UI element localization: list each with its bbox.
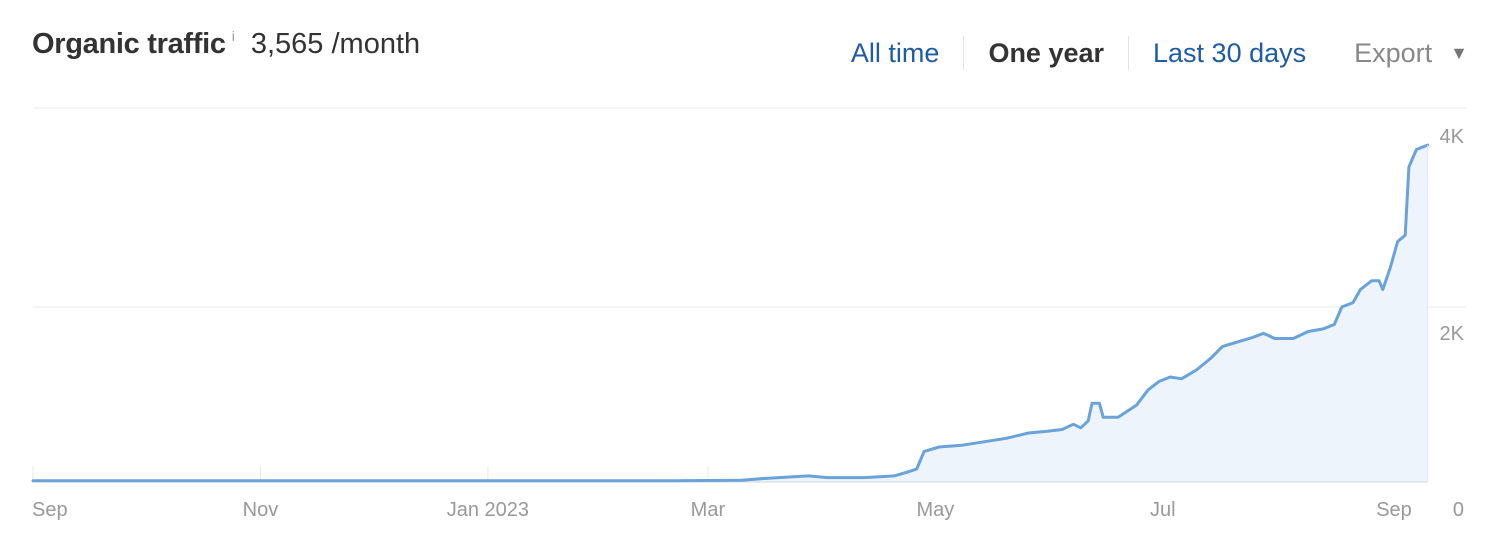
range-all-time[interactable]: All time bbox=[850, 37, 940, 68]
y-tick-label-0: 0 bbox=[1453, 499, 1464, 521]
export-button[interactable]: Export ▼ bbox=[1330, 38, 1468, 69]
export-label: Export bbox=[1354, 37, 1433, 68]
range-last-30-days[interactable]: Last 30 days bbox=[1153, 37, 1307, 68]
x-tick-label-6: Sep bbox=[1376, 499, 1412, 521]
divider bbox=[963, 36, 965, 70]
x-tick-label-0: Sep bbox=[32, 499, 68, 521]
x-tick-label-5: Jul bbox=[1150, 499, 1176, 521]
chart-title: Organic traffic bbox=[32, 28, 226, 60]
y-tick-label-1: 2K bbox=[1440, 323, 1465, 345]
metric-number: 3,565 bbox=[250, 28, 324, 60]
x-tick-label-1: Nov bbox=[243, 499, 279, 521]
info-icon[interactable]: i bbox=[231, 28, 235, 44]
series-area bbox=[33, 145, 1428, 482]
x-tick-label-2: Jan 2023 bbox=[447, 499, 529, 521]
chart-header: Organic traffic i 3,565 /month All time … bbox=[32, 28, 1468, 78]
chevron-down-icon: ▼ bbox=[1450, 42, 1468, 63]
series-line bbox=[31, 143, 1430, 483]
metric-unit: /month bbox=[331, 28, 421, 60]
divider bbox=[1128, 36, 1130, 70]
x-tick-label-3: Mar bbox=[691, 499, 726, 521]
metric-value: 3,565 /month bbox=[251, 28, 420, 61]
range-controls: All time One year Last 30 days Export ▼ bbox=[827, 36, 1468, 70]
y-tick-label-2: 4K bbox=[1440, 126, 1465, 148]
range-one-year[interactable]: One year bbox=[988, 37, 1105, 68]
title-group: Organic traffic i 3,565 /month bbox=[32, 28, 420, 61]
x-tick-label-4: May bbox=[916, 499, 954, 521]
